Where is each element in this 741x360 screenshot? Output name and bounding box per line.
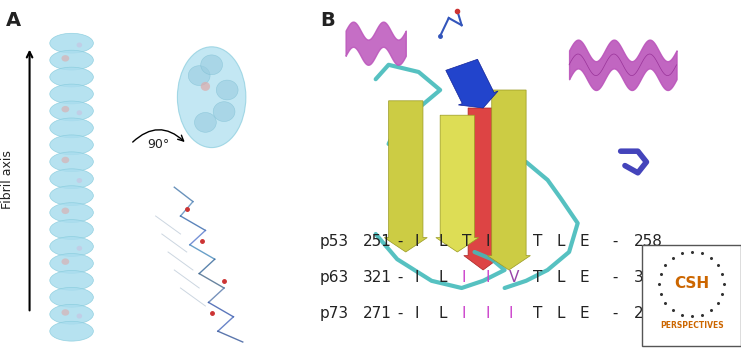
Ellipse shape [62,309,69,316]
Ellipse shape [213,102,235,122]
Text: T: T [533,270,542,285]
Text: I: I [462,306,466,321]
Text: 258: 258 [634,234,662,249]
Ellipse shape [201,55,222,75]
Ellipse shape [50,186,93,206]
Text: I: I [485,270,490,285]
Text: CSH: CSH [674,276,709,292]
Ellipse shape [188,66,210,85]
Ellipse shape [50,321,93,341]
Ellipse shape [62,106,69,112]
FancyArrow shape [488,90,531,270]
Text: -: - [608,306,623,321]
Ellipse shape [62,208,69,214]
Ellipse shape [50,152,93,172]
Text: L: L [438,234,447,249]
Ellipse shape [216,80,238,100]
Text: -: - [393,234,408,249]
Text: 251: 251 [363,234,392,249]
Ellipse shape [194,112,216,132]
Text: E: E [579,234,589,249]
Text: PERSPECTIVES: PERSPECTIVES [659,321,723,330]
Ellipse shape [50,304,93,324]
Ellipse shape [76,178,82,183]
Text: B: B [320,11,335,30]
Ellipse shape [50,287,93,307]
Text: T: T [462,234,471,249]
Text: I: I [509,306,514,321]
Text: I: I [485,234,490,249]
Ellipse shape [62,55,69,62]
Text: V: V [509,270,519,285]
Ellipse shape [76,246,82,251]
Ellipse shape [177,47,246,148]
Ellipse shape [76,42,82,48]
Text: p73: p73 [320,306,349,321]
FancyArrow shape [385,101,428,252]
Ellipse shape [50,101,93,121]
Ellipse shape [50,33,93,53]
Ellipse shape [50,237,93,256]
Ellipse shape [62,258,69,265]
Text: Fibril axis: Fibril axis [1,150,14,210]
Text: T: T [533,306,542,321]
Text: L: L [438,306,447,321]
Ellipse shape [50,253,93,273]
Ellipse shape [62,157,69,163]
Text: L: L [556,270,565,285]
Text: p53: p53 [320,234,349,249]
Text: 328: 328 [634,270,662,285]
Text: A: A [6,11,21,30]
Text: 90°: 90° [147,138,170,150]
Ellipse shape [76,314,82,319]
Text: I: I [414,270,419,285]
Ellipse shape [50,270,93,290]
Text: -: - [393,306,408,321]
Text: I: I [509,234,514,249]
Text: E: E [579,270,589,285]
Text: I: I [462,270,466,285]
Text: L: L [438,270,447,285]
Text: L: L [556,234,565,249]
Text: 278: 278 [634,306,662,321]
Ellipse shape [50,67,93,87]
FancyBboxPatch shape [642,245,741,346]
Text: L: L [556,306,565,321]
Text: E: E [579,306,589,321]
Ellipse shape [50,203,93,222]
Text: -: - [608,270,623,285]
Text: T: T [533,234,542,249]
FancyArrow shape [464,108,502,270]
Text: p63: p63 [320,270,349,285]
Ellipse shape [50,220,93,239]
Ellipse shape [201,82,210,91]
Ellipse shape [76,110,82,115]
Ellipse shape [50,50,93,70]
Text: I: I [485,306,490,321]
FancyArrow shape [436,115,479,252]
Text: 271: 271 [363,306,392,321]
Ellipse shape [50,135,93,155]
FancyArrow shape [446,59,498,108]
Ellipse shape [50,118,93,138]
Ellipse shape [50,169,93,189]
Text: -: - [608,234,623,249]
Text: 321: 321 [363,270,392,285]
Text: -: - [393,270,408,285]
Text: I: I [414,306,419,321]
Ellipse shape [50,84,93,104]
Text: I: I [414,234,419,249]
